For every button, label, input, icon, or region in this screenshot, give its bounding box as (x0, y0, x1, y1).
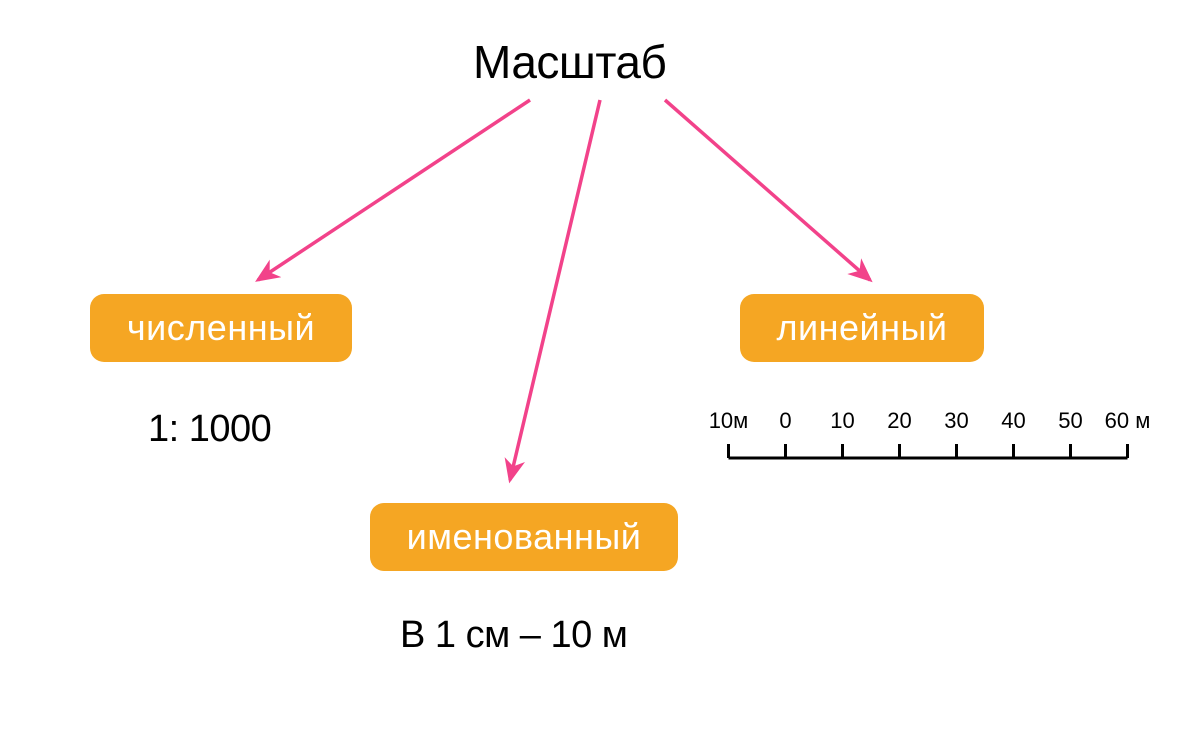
example-numeric: 1: 1000 (148, 408, 271, 451)
ruler-label: 20 (871, 408, 928, 434)
ruler-label: 10м (700, 408, 757, 434)
box-linear: линейный (740, 294, 984, 362)
arrow-line (258, 100, 530, 280)
ruler-label: 0 (757, 408, 814, 434)
ruler-label: 50 (1042, 408, 1099, 434)
arrow-line (665, 100, 870, 280)
ruler: 10м0102030405060 м (700, 408, 1156, 462)
ruler-svg (700, 434, 1156, 462)
arrow-line (510, 100, 600, 480)
ruler-label: 40 (985, 408, 1042, 434)
ruler-labels: 10м0102030405060 м (700, 408, 1156, 434)
ruler-label: 30 (928, 408, 985, 434)
diagram-title: Масштаб (473, 35, 666, 89)
box-named: именованный (370, 503, 678, 571)
box-numeric: численный (90, 294, 352, 362)
example-named: В 1 см – 10 м (400, 614, 627, 657)
ruler-label: 10 (814, 408, 871, 434)
ruler-label: 60 м (1099, 408, 1156, 434)
